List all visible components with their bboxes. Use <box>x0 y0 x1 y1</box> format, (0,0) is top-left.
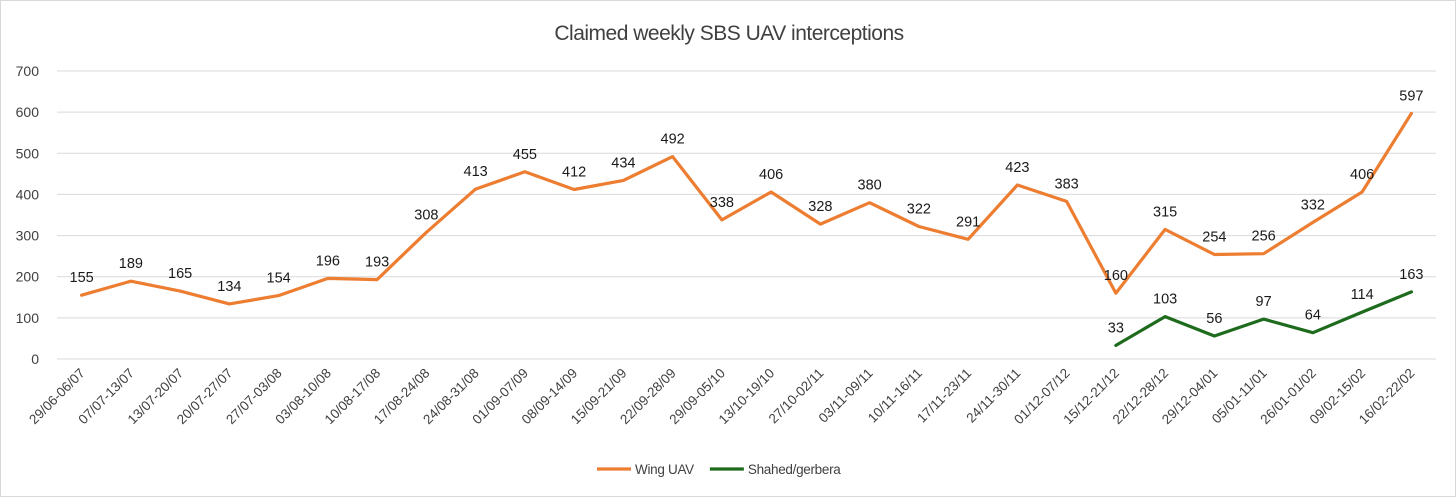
y-tick-label: 300 <box>16 228 40 244</box>
data-label: 33 <box>1108 320 1124 336</box>
data-label: 256 <box>1252 229 1276 245</box>
data-labels: 155 189 165 134 154 196 193 308 413 455 412 434 492 3… <box>70 88 1424 336</box>
y-tick-label: 700 <box>16 63 40 79</box>
y-tick-label: 200 <box>16 269 40 285</box>
data-label: 163 <box>1399 267 1423 283</box>
data-label: 291 <box>956 214 980 230</box>
data-label: 254 <box>1202 229 1226 245</box>
data-label: 413 <box>464 164 488 180</box>
chart-title: Claimed weekly SBS UAV interceptions <box>554 22 903 45</box>
data-label: 134 <box>217 279 241 295</box>
data-label: 160 <box>1104 268 1128 284</box>
data-label: 328 <box>808 199 832 215</box>
data-label: 56 <box>1206 311 1222 327</box>
data-label: 315 <box>1153 204 1177 220</box>
series-line-wing-uav <box>80 111 1413 306</box>
series-line-shahed-gerbera <box>1114 290 1413 347</box>
data-label: 423 <box>1005 160 1029 176</box>
data-label: 189 <box>119 256 143 272</box>
data-label: 338 <box>710 195 734 211</box>
y-axis: 0 100 200 300 400 500 600 700 <box>16 63 40 367</box>
data-label: 412 <box>562 164 586 180</box>
data-label: 406 <box>1350 167 1374 183</box>
data-label: 114 <box>1351 287 1374 303</box>
data-label: 155 <box>70 270 94 286</box>
data-label: 154 <box>267 271 291 287</box>
data-label: 196 <box>316 253 340 269</box>
data-label: 103 <box>1153 292 1177 308</box>
data-label: 383 <box>1055 176 1079 192</box>
data-label: 64 <box>1305 308 1321 324</box>
data-label: 406 <box>759 167 783 183</box>
legend-label: Shahed/gerbera <box>748 462 841 477</box>
gridlines <box>57 70 1436 360</box>
y-tick-label: 400 <box>16 186 40 202</box>
data-label: 332 <box>1301 197 1325 213</box>
legend: Wing UAV Shahed/gerbera <box>597 462 842 477</box>
data-label: 380 <box>858 178 882 194</box>
data-label: 165 <box>168 266 192 282</box>
y-tick-label: 100 <box>16 310 40 326</box>
data-label: 322 <box>907 202 931 218</box>
data-label: 193 <box>365 255 389 271</box>
x-axis: 29/06-06/0707/07-13/0713/07-20/0720/07-2… <box>26 366 1417 428</box>
series-lines <box>80 111 1413 347</box>
data-label: 434 <box>611 155 635 171</box>
data-label: 455 <box>513 147 537 163</box>
data-label: 308 <box>414 207 438 223</box>
y-tick-label: 0 <box>31 351 39 367</box>
data-label: 97 <box>1256 294 1272 310</box>
y-tick-label: 600 <box>16 104 40 120</box>
legend-label: Wing UAV <box>635 462 694 477</box>
data-label: 597 <box>1399 88 1423 104</box>
data-label: 492 <box>661 132 685 148</box>
y-tick-label: 500 <box>16 145 40 161</box>
